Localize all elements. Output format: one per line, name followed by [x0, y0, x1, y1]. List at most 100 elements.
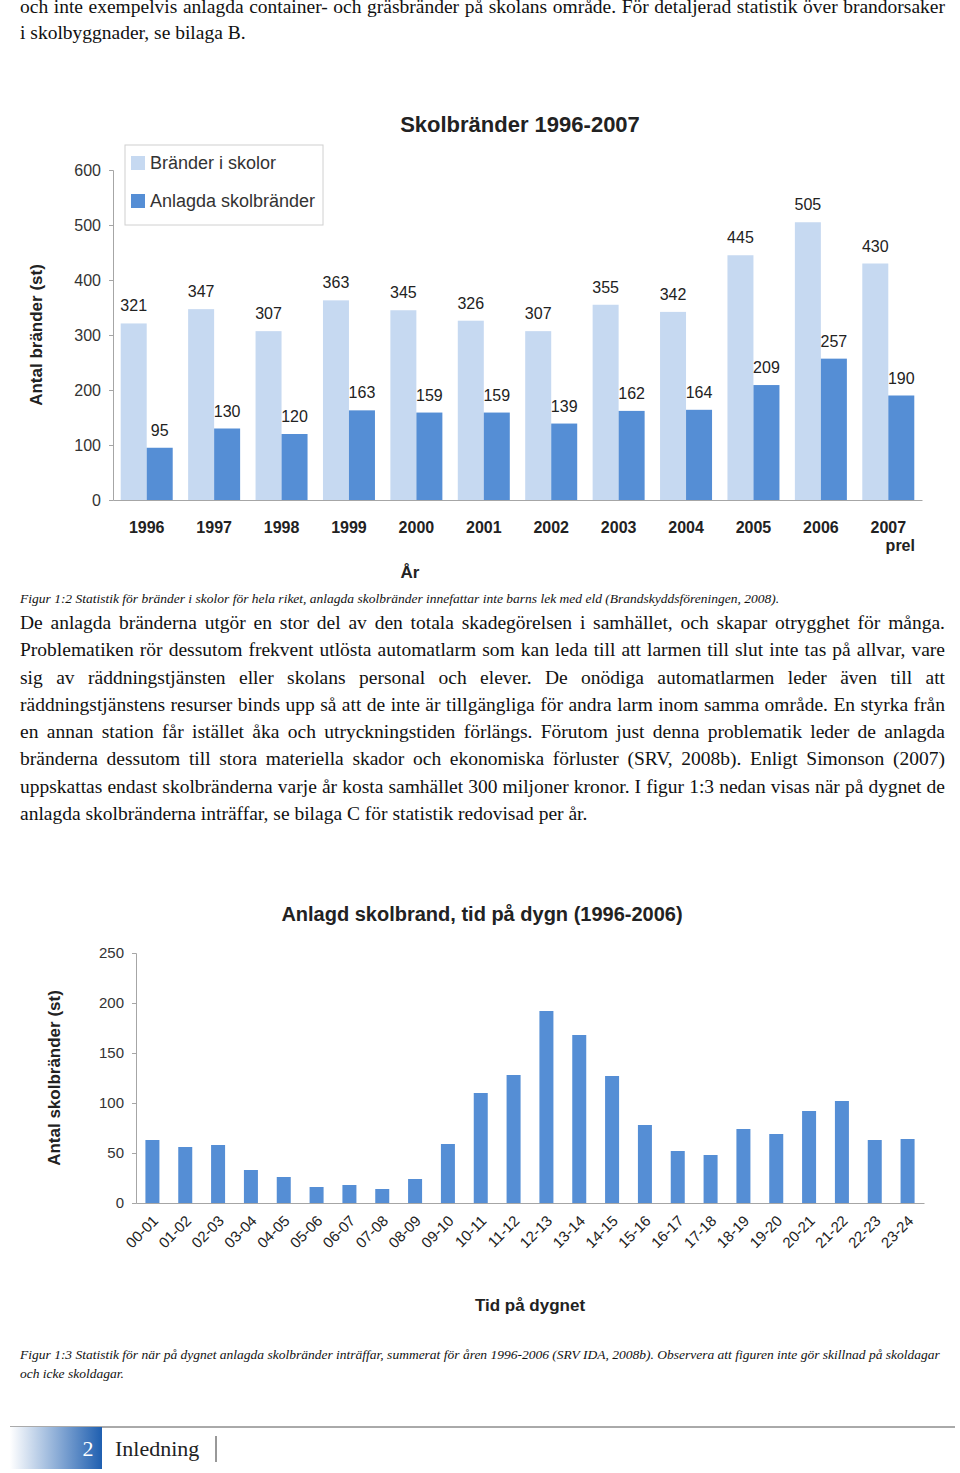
bar [342, 1185, 356, 1203]
x-tick-label: 07-08 [352, 1212, 391, 1251]
x-tick: 18-19 [713, 1203, 752, 1251]
x-tick-label: 1997 [196, 519, 232, 536]
x-tick: 07-08 [352, 1203, 391, 1251]
bar [441, 1144, 455, 1203]
x-tick-label: 18-19 [713, 1212, 752, 1251]
paragraph: De anlagda bränderna utgör en stor del a… [20, 609, 945, 827]
data-label: 307 [255, 305, 282, 322]
x-tick-label: 15-16 [615, 1212, 654, 1251]
x-tick-label: 2001 [466, 519, 502, 536]
bar-series [145, 1011, 914, 1203]
x-tick: 1996 [129, 500, 165, 536]
x-tick: 05-06 [286, 1203, 325, 1251]
bar [408, 1179, 422, 1203]
y-tick-mark [109, 225, 113, 226]
y-tick: 100 [74, 437, 113, 454]
x-tick-label: 17-18 [680, 1212, 719, 1251]
x-tick: 16-17 [647, 1203, 686, 1251]
data-label: 363 [323, 274, 350, 291]
x-tick-label: 20-21 [779, 1212, 818, 1251]
x-tick-label: 12-13 [516, 1212, 555, 1251]
x-tick-label: 11-12 [484, 1212, 522, 1250]
bar [795, 222, 821, 500]
x-tick: 04-05 [253, 1203, 292, 1251]
x-tick: 2005 [736, 500, 772, 536]
bar [888, 396, 914, 501]
legend-label: Anlagda skolbränder [150, 191, 315, 211]
y-tick-label: 300 [74, 327, 101, 344]
bar [727, 255, 753, 500]
y-tick: 150 [99, 1044, 136, 1061]
x-tick: 2006 [803, 500, 839, 536]
section-name: Inledning [115, 1436, 199, 1461]
bar [868, 1140, 882, 1203]
bar [638, 1125, 652, 1203]
bar [605, 1076, 619, 1203]
x-tick: 1997 [196, 500, 232, 536]
chart: Skolbränder 1996-20070100200300400500600… [27, 112, 923, 582]
x-tick: 02-03 [188, 1203, 227, 1251]
caption: Figur 1:3 Statistik för när på dygnet an… [20, 1345, 950, 1383]
footer-block [10, 1427, 102, 1469]
data-label: 445 [727, 229, 754, 246]
y-tick-mark [109, 390, 113, 391]
y-tick: 500 [74, 217, 113, 234]
data-label: 159 [416, 387, 443, 404]
x-tick: 01-02 [155, 1203, 194, 1251]
x-tick: 2001 [466, 500, 502, 536]
bar [390, 310, 416, 500]
y-tick-mark [132, 1203, 136, 1204]
y-tick-label: 50 [107, 1144, 124, 1161]
bar [593, 305, 619, 500]
x-tick-label: 05-06 [286, 1212, 325, 1251]
x-tick: 17-18 [680, 1203, 719, 1251]
y-axis: 0100200300400500600 [74, 162, 113, 509]
y-tick-mark [132, 1003, 136, 1004]
footer-rule [10, 1427, 955, 1428]
chart-title: Anlagd skolbrand, tid på dygn (1996-2006… [281, 903, 682, 925]
y-tick: 200 [74, 382, 113, 399]
data-label: 505 [795, 196, 822, 213]
x-tick: 21-22 [812, 1203, 851, 1251]
x-tick: 22-23 [844, 1203, 883, 1251]
bar [802, 1111, 816, 1203]
data-label: 430 [862, 238, 889, 255]
x-tick-label: 06-07 [319, 1212, 358, 1251]
x-tick: 19-20 [746, 1203, 785, 1251]
data-label: 120 [281, 408, 308, 425]
bar [188, 309, 214, 500]
x-tick-label: 19-20 [746, 1212, 785, 1251]
bar [256, 331, 282, 500]
legend: Bränder i skolorAnlagda skolbränder [125, 145, 323, 225]
x-tick-label: 14-15 [582, 1212, 621, 1251]
plot-area [145, 1011, 914, 1203]
bar [671, 1151, 685, 1203]
bar [539, 1011, 553, 1203]
y-tick: 400 [74, 272, 113, 289]
data-label: 347 [188, 283, 215, 300]
bar [178, 1147, 192, 1203]
y-tick-label: 150 [99, 1044, 124, 1061]
x-tick-label: 13-14 [549, 1212, 588, 1251]
x-tick-label: 1998 [264, 519, 300, 536]
y-axis-line [109, 171, 114, 501]
footer-divider [216, 1436, 217, 1462]
data-label: 190 [888, 370, 915, 387]
legend-frame [125, 145, 323, 225]
data-label: 209 [753, 359, 780, 376]
x-tick: 15-16 [615, 1203, 654, 1251]
header-text: och inte exempelvis anlagda container- o… [20, 0, 945, 46]
x-tick: 08-09 [385, 1203, 424, 1251]
bar [458, 321, 484, 500]
data-label: 164 [686, 384, 713, 401]
bar [686, 410, 712, 500]
data-label: 163 [349, 384, 376, 401]
x-tick: 1999 [331, 500, 367, 536]
y-tick-mark [109, 445, 113, 446]
x-tick: 2007prel [870, 500, 914, 554]
y-tick-mark [132, 953, 136, 954]
x-tick-label: 2006 [803, 519, 839, 536]
x-tick-label: 2004 [668, 519, 704, 536]
data-label: 326 [457, 295, 484, 312]
x-tick: 23-24 [877, 1203, 916, 1251]
